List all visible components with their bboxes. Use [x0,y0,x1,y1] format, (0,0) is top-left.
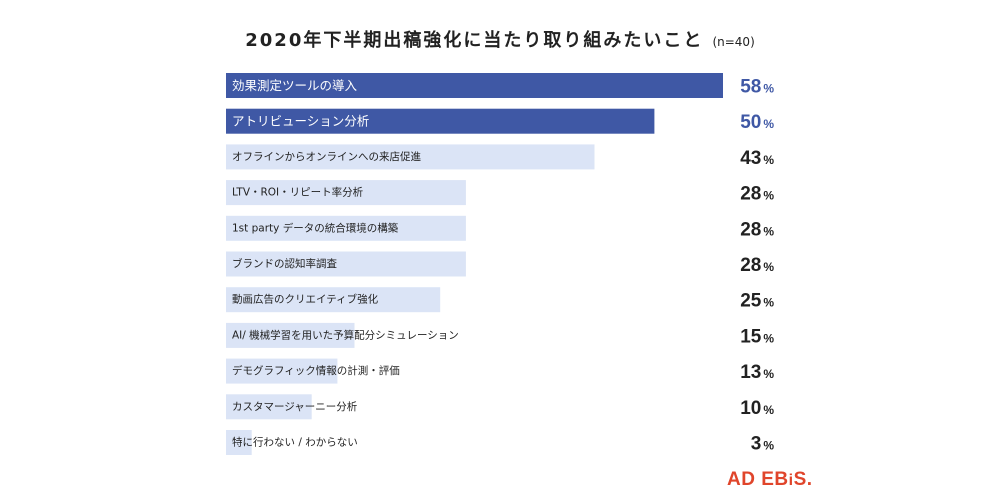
bar-8 [226,322,355,348]
value-label-11: 3% [751,434,775,455]
value-number-6: 28 [740,255,761,276]
value-label-3: 43% [740,148,774,169]
value-number-2: 50 [740,112,761,133]
value-label-4: 28% [740,184,774,205]
bar-1 [226,73,723,98]
value-number-11: 3 [751,434,762,455]
category-label-7: 動画広告のクリエイティブ強化 [232,293,379,306]
value-number-3: 43 [740,148,761,169]
bar-11 [226,430,252,455]
category-label-6: ブランドの認知率調査 [232,257,337,270]
value-label-7: 25% [740,291,774,312]
category-label-8: AI/ 機械学習を用いた予算配分シミュレーション [232,328,459,341]
value-unit-8: % [763,331,774,345]
value-unit-5: % [763,224,774,238]
bar-6 [226,251,466,277]
value-unit-10: % [763,403,774,417]
adebis-logo: AD EBiS. [727,469,813,491]
value-number-1: 58 [740,77,761,98]
value-unit-7: % [763,296,774,310]
category-label-11: 特に行わない / わからない [232,436,358,449]
value-unit-4: % [763,189,774,203]
value-number-9: 13 [740,362,761,383]
category-label-5: 1st party データの統合環境の構築 [232,221,399,234]
category-label-2: アトリビューション分析 [232,114,369,129]
value-number-7: 25 [740,291,762,312]
value-unit-2: % [763,117,774,131]
value-unit-6: % [763,260,774,274]
value-number-8: 15 [740,326,762,347]
value-unit-3: % [763,153,774,167]
value-label-2: 50% [740,112,774,133]
chart-subtitle: (n=40) [712,35,755,49]
value-label-6: 28% [740,255,774,276]
value-number-4: 28 [740,184,761,205]
value-label-1: 58% [740,77,774,98]
category-label-1: 効果測定ツールの導入 [232,78,358,93]
value-label-10: 10% [740,398,774,419]
category-label-9: デモグラフィック情報の計測・評価 [232,364,400,377]
value-label-5: 28% [740,219,774,240]
bar-5 [226,215,466,241]
bar-3 [226,144,595,170]
chart-title: 2020年下半期出稿強化に当たり取り組みたいこと [245,30,704,51]
bar-7 [226,287,441,313]
category-label-4: LTV・ROI・リピート率分析 [232,186,364,199]
category-label-10: カスタマージャーニー分析 [232,400,358,413]
bar-9 [226,358,338,384]
value-label-9: 13% [740,362,774,383]
logo-text-c: S. [793,469,813,490]
value-unit-9: % [763,367,774,381]
logo-text-a: AD EB [727,469,789,490]
chart-title-block: 2020年下半期出稿強化に当たり取り組みたいこと (n=40) [0,26,1000,52]
logo-text-b: i [788,472,794,489]
bar-10 [226,394,312,420]
value-unit-11: % [763,439,774,453]
value-number-5: 28 [740,219,761,240]
value-unit-1: % [763,82,774,96]
bar-2 [226,108,655,134]
value-number-10: 10 [740,398,761,419]
bar-4 [226,180,466,206]
value-label-8: 15% [740,326,774,347]
category-label-3: オフラインからオンラインへの来店促進 [232,150,421,163]
